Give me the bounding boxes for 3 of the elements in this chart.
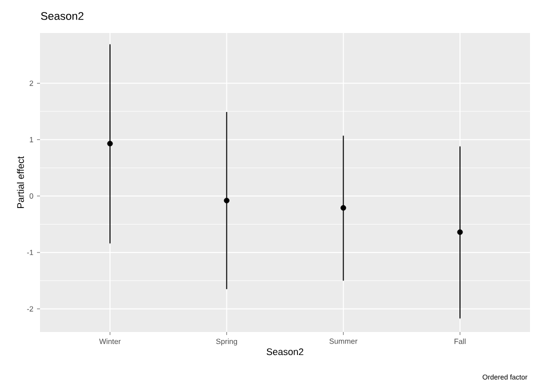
- chart-title: Season2: [41, 12, 84, 20]
- x-axis-title: Season2: [266, 348, 304, 356]
- y-axis-title: Partial effect: [16, 156, 24, 208]
